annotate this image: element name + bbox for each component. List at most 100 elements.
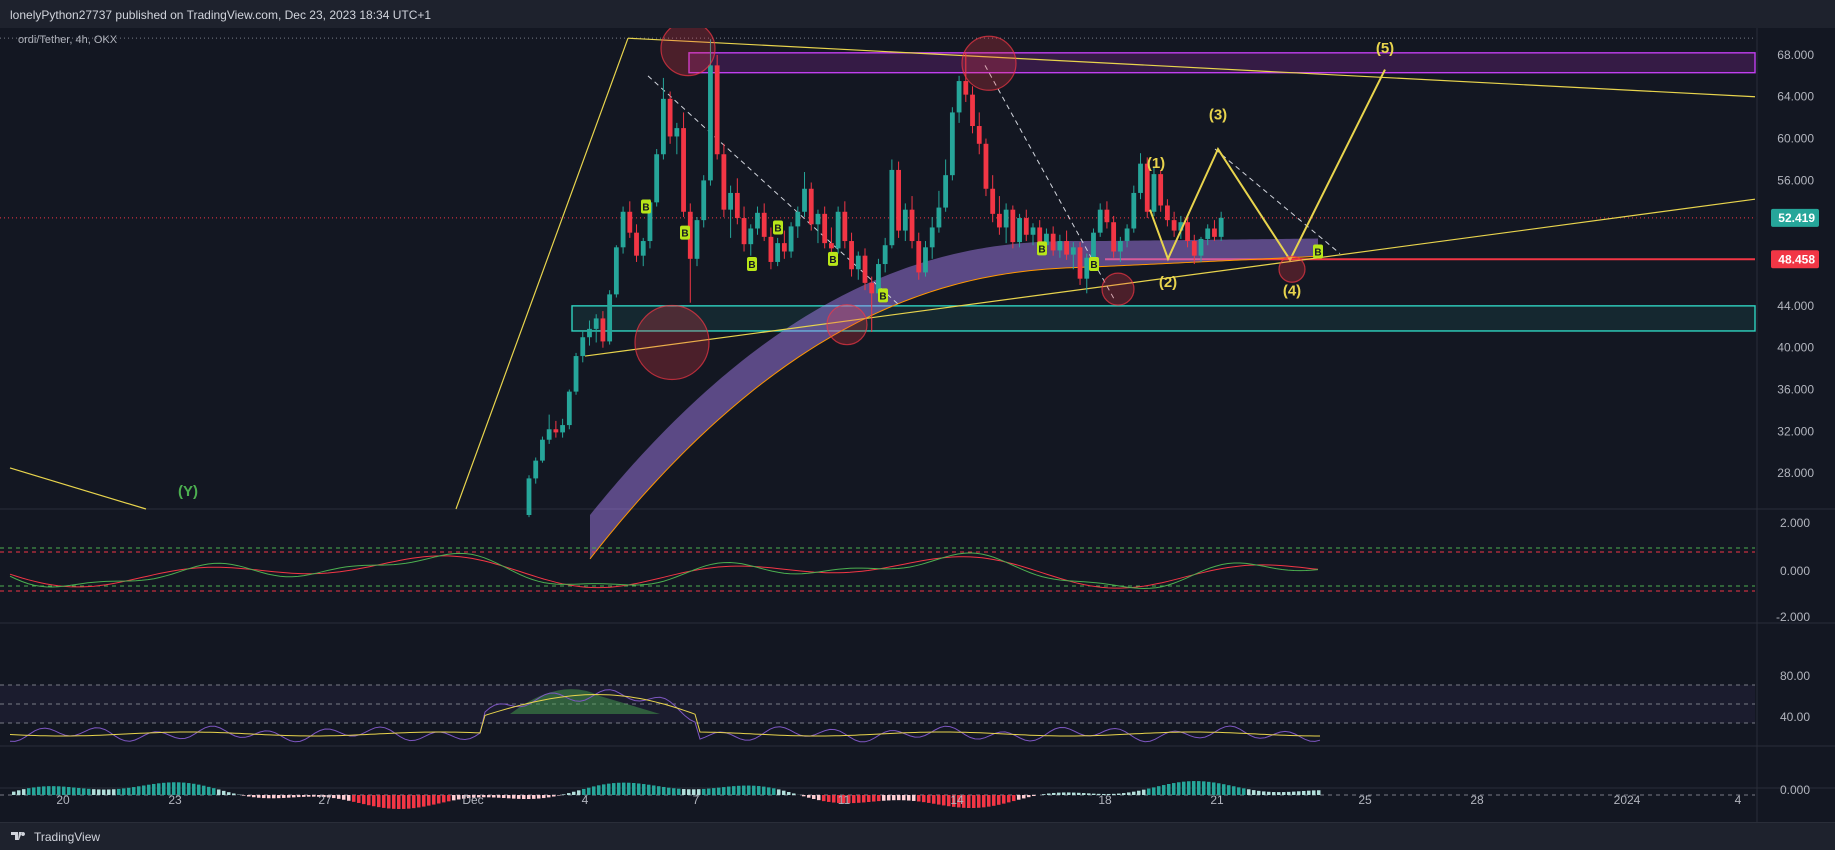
candle-body bbox=[842, 212, 847, 241]
macd-histogram-bar bbox=[672, 788, 676, 795]
macd-histogram-bar bbox=[537, 795, 541, 799]
candle-body bbox=[1172, 220, 1177, 230]
pivot-circle bbox=[962, 36, 1016, 90]
macd-histogram-bar bbox=[1117, 794, 1121, 795]
candle-body bbox=[560, 425, 565, 432]
pivot-circle bbox=[1102, 273, 1134, 305]
macd-histogram-bar bbox=[872, 795, 876, 802]
candle-body bbox=[1051, 234, 1056, 251]
time-tick-label: 7 bbox=[693, 793, 700, 807]
time-tick-label: 4 bbox=[582, 793, 589, 807]
macd-histogram-bar bbox=[312, 795, 316, 797]
macd-histogram-bar bbox=[432, 795, 436, 805]
macd-histogram-bar bbox=[612, 783, 616, 795]
macd-histogram-bar bbox=[502, 795, 506, 798]
macd-histogram-bar bbox=[787, 792, 791, 795]
macd-histogram-bar bbox=[742, 786, 746, 795]
macd-histogram-bar bbox=[1272, 792, 1276, 795]
macd-histogram-bar bbox=[822, 795, 826, 801]
macd-histogram-bar bbox=[372, 795, 376, 806]
macd-histogram-bar bbox=[1022, 795, 1026, 798]
macd-histogram-bar bbox=[832, 795, 836, 803]
candle-body bbox=[930, 227, 935, 247]
macd-histogram-bar bbox=[632, 783, 636, 795]
svg-text:B: B bbox=[681, 229, 688, 240]
macd-histogram-bar bbox=[232, 793, 236, 795]
dashed-channel-line bbox=[1215, 149, 1340, 254]
macd-histogram-bar bbox=[142, 785, 146, 795]
price-tick-label: 56.000 bbox=[1777, 173, 1814, 187]
macd-histogram-bar bbox=[47, 786, 51, 795]
macd-histogram-bar bbox=[592, 786, 596, 795]
macd-histogram-bar bbox=[437, 795, 441, 803]
macd-histogram-bar bbox=[117, 789, 121, 795]
pivot-circle bbox=[827, 305, 867, 345]
candle-body bbox=[937, 208, 942, 228]
macd-histogram-bar bbox=[287, 795, 291, 798]
macd-histogram-bar bbox=[307, 795, 311, 797]
tradingview-logo-icon bbox=[10, 829, 32, 843]
candle-body bbox=[695, 220, 700, 259]
macd-histogram-bar bbox=[37, 787, 41, 795]
macd-histogram-bar bbox=[12, 792, 16, 795]
macd-histogram-bar bbox=[1312, 790, 1316, 795]
time-tick-label: 25 bbox=[1358, 793, 1372, 807]
macd-histogram-bar bbox=[812, 795, 816, 799]
macd-histogram-bar bbox=[1317, 790, 1321, 795]
price-tick-label: 60.000 bbox=[1777, 132, 1814, 146]
price-tick-label: 40.000 bbox=[1777, 341, 1814, 355]
macd-histogram-bar bbox=[547, 795, 551, 797]
macd-histogram-bar bbox=[1177, 782, 1181, 795]
macd-histogram-bar bbox=[1082, 793, 1086, 795]
svg-text:B: B bbox=[774, 223, 781, 234]
candle-body bbox=[970, 95, 975, 126]
svg-text:48.458: 48.458 bbox=[1778, 252, 1815, 266]
macd-histogram-bar bbox=[1302, 791, 1306, 795]
macd-histogram-bar bbox=[422, 795, 426, 807]
macd-histogram-bar bbox=[392, 795, 396, 809]
macd-histogram-bar bbox=[132, 787, 136, 795]
buy-signal-icon: B bbox=[1037, 241, 1047, 255]
macd-histogram-bar bbox=[972, 795, 976, 808]
macd-histogram-bar bbox=[1292, 792, 1296, 795]
buy-signal-icon: B bbox=[828, 252, 838, 266]
macd-histogram-bar bbox=[427, 795, 431, 806]
macd-histogram-bar bbox=[447, 795, 451, 801]
macd-histogram-bar bbox=[337, 795, 341, 799]
candle-body bbox=[1192, 241, 1197, 256]
macd-histogram-bar bbox=[417, 795, 421, 807]
price-tick-label: 36.000 bbox=[1777, 383, 1814, 397]
macd-histogram-bar bbox=[992, 795, 996, 806]
macd-histogram-bar bbox=[777, 789, 781, 795]
macd-histogram-bar bbox=[942, 795, 946, 805]
y-wave-line bbox=[10, 468, 146, 509]
macd-histogram-bar bbox=[152, 784, 156, 795]
macd-histogram-bar bbox=[907, 795, 911, 801]
macd-histogram-bar bbox=[677, 789, 681, 795]
candle-body bbox=[957, 81, 962, 112]
chart-svg[interactable]: 68.00064.00060.00056.00052.00048.00044.0… bbox=[0, 28, 1835, 822]
macd-histogram-bar bbox=[92, 789, 96, 795]
candle-body bbox=[1118, 241, 1123, 251]
macd-histogram-bar bbox=[187, 783, 191, 795]
candle-body bbox=[567, 392, 572, 425]
macd-histogram-bar bbox=[792, 793, 796, 795]
candle-body bbox=[963, 81, 968, 95]
macd-histogram-bar bbox=[882, 795, 886, 801]
macd-histogram-bar bbox=[862, 795, 866, 802]
macd-histogram-bar bbox=[267, 795, 271, 798]
macd-histogram-bar bbox=[1087, 793, 1091, 795]
svg-text:B: B bbox=[1314, 247, 1321, 258]
macd-histogram-bar bbox=[527, 795, 531, 799]
candle-body bbox=[674, 128, 679, 136]
macd-histogram-bar bbox=[757, 786, 761, 795]
candle-body bbox=[748, 228, 753, 244]
macd-histogram-bar bbox=[747, 786, 751, 795]
svg-text:B: B bbox=[1090, 260, 1097, 271]
candle-body bbox=[1105, 210, 1110, 223]
macd-histogram-bar bbox=[1307, 791, 1311, 795]
macd-histogram-bar bbox=[292, 795, 296, 797]
candle-body bbox=[1219, 218, 1224, 237]
